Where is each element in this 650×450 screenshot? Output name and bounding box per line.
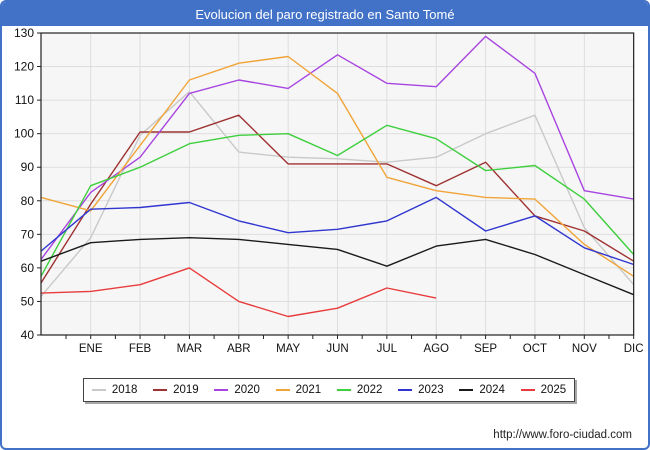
series-line-2020 [40,35,634,260]
legend-swatch-2018 [91,389,106,391]
legend-swatch-2023 [398,389,413,391]
y-tick-label: 130 [14,26,34,40]
footer-url[interactable]: http://www.foro-ciudad.com [493,429,632,441]
legend-swatch-2019 [153,389,168,391]
legend-swatch-2025 [520,389,535,391]
y-tick-label: 40 [21,328,35,342]
series-line-2025 [40,267,437,318]
legend-label: 2023 [418,384,444,396]
x-tick-label: JUN [326,343,348,355]
x-tick-label: MAR [177,343,203,355]
legend-label: 2020 [234,384,260,396]
legend-label: 2022 [356,384,383,396]
series-line-2022 [40,124,635,277]
title-bar: Evolucion del paro registrado en Santo T… [2,2,648,26]
legend-item-2021: 2021 [275,384,322,396]
legend-item-2019: 2019 [153,384,199,396]
legend-item-2025: 2025 [520,384,567,396]
legend-swatch-2021 [275,389,290,391]
y-tick-label: 80 [21,194,35,208]
legend-item-2024: 2024 [459,384,505,396]
legend: 2018 2019 2020 2021 2022 2023 2024 2025 [83,378,575,402]
y-tick-label: 120 [14,60,34,74]
x-tick-label: ABR [227,343,251,355]
legend-item-2023: 2023 [398,384,444,396]
legend-label: 2018 [111,384,138,396]
x-tick-label: NOV [572,343,597,355]
series-lines [40,35,635,318]
chart-title: Evolucion del paro registrado en Santo T… [195,6,455,22]
legend-label: 2019 [173,384,199,396]
axis-ticks [37,32,635,339]
series-line-2021 [40,55,635,277]
series-line-2023 [40,196,634,266]
legend-item-2018: 2018 [91,384,138,396]
y-tick-label: 60 [21,261,35,275]
x-tick-label: JUL [377,343,398,355]
x-tick-label: OCT [523,343,547,355]
legend-swatch-2020 [214,389,229,391]
x-tick-label: ENE [79,343,103,355]
series-line-2018 [40,90,635,297]
legend-label: 2024 [479,384,505,396]
x-tick-label: AGO [423,343,449,355]
x-tick-label: FEB [129,343,152,355]
legend-item-2020: 2020 [214,384,260,396]
y-tick-label: 50 [21,294,35,308]
legend-label: 2021 [295,384,322,396]
plot-border [40,32,635,336]
series-line-2024 [40,236,634,296]
y-tick-label: 90 [21,160,35,174]
y-tick-label: 110 [15,93,34,107]
x-tick-label: SEP [474,343,497,355]
x-axis-labels: ENE FEB MAR ABR MAY JUN JUL AGO SEP OCT NOV DIC [79,343,644,355]
legend-swatch-2024 [459,389,474,391]
legend-item-2022: 2022 [336,384,383,396]
x-tick-label: DIC [624,343,644,355]
y-axis-labels: 40 50 60 70 80 90 100 110 120 130 [14,26,34,342]
x-tick-label: MAY [276,343,300,355]
legend-swatch-2022 [336,389,351,391]
legend-label: 2025 [540,384,567,396]
y-tick-label: 70 [21,227,35,241]
y-tick-label: 100 [14,127,34,141]
